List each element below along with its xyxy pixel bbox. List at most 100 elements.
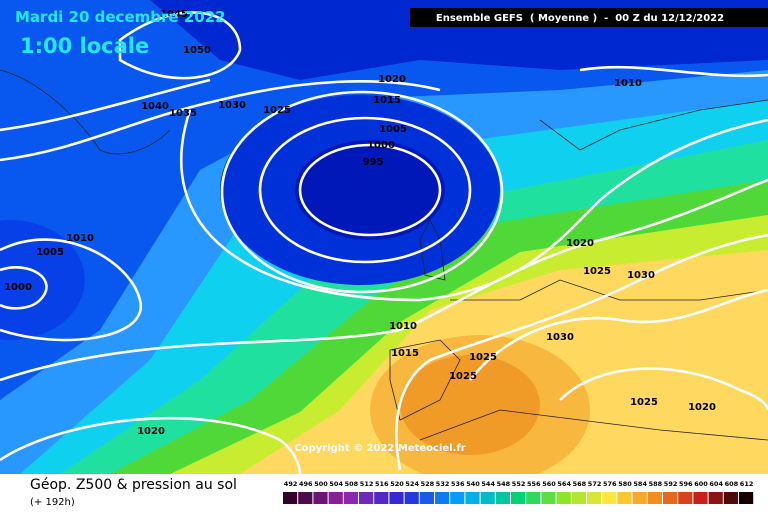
- scale-label: 604: [709, 480, 723, 488]
- scale-label: 564: [557, 480, 571, 488]
- isobar: [0, 416, 302, 475]
- scale-swatch: [693, 492, 708, 504]
- scale-swatch: [708, 492, 723, 504]
- isobar-label: 1040: [141, 101, 169, 112]
- header-box: [410, 8, 768, 27]
- isobar-label: 1050: [183, 45, 211, 56]
- scale-swatch: [419, 492, 434, 504]
- isobar-label: 1020: [688, 402, 716, 413]
- isobar: [0, 178, 768, 382]
- scale-swatch: [526, 492, 541, 504]
- scale-label: 580: [618, 480, 632, 488]
- scale-label: 612: [740, 480, 754, 488]
- isobar-label: 1020: [137, 426, 165, 437]
- scale-swatch: [647, 492, 662, 504]
- scale-swatch: [389, 492, 404, 504]
- isobar: [0, 266, 48, 310]
- scale-swatch: [511, 492, 526, 504]
- scale-swatch: [617, 492, 632, 504]
- copyright: Copyright © 2022 Meteociel.fr: [294, 443, 465, 454]
- scale-label: 520: [390, 480, 404, 488]
- isobars: [0, 11, 768, 475]
- band-orange: [400, 355, 540, 455]
- coast-africa: [419, 409, 768, 441]
- scale-label: 524: [405, 480, 419, 488]
- model-run: Ensemble GEFS ( Moyenne ) - 00 Z du 12/1…: [436, 13, 724, 24]
- scale-label: 608: [725, 480, 739, 488]
- scale-swatch: [298, 492, 313, 504]
- isobar-label: 1035: [169, 108, 197, 119]
- coast-britain: [419, 219, 446, 281]
- isobar: [0, 78, 211, 132]
- coast-iberia: [389, 339, 461, 421]
- scale-label: 532: [436, 480, 450, 488]
- scale-label: 568: [573, 480, 587, 488]
- isobar-label: 1025: [630, 397, 658, 408]
- scale-swatch: [495, 492, 510, 504]
- scale-swatch: [343, 492, 358, 504]
- isobar: [298, 143, 442, 237]
- scale-swatch: [450, 492, 465, 504]
- scale-swatch: [313, 492, 328, 504]
- isobar-label: 1005: [36, 247, 64, 258]
- scale-swatch: [663, 492, 678, 504]
- scale-swatch: [587, 492, 602, 504]
- scale-swatch: [480, 492, 495, 504]
- scale-swatch: [678, 492, 693, 504]
- scale-label: 512: [360, 480, 374, 488]
- scale-swatch: [571, 492, 586, 504]
- scale-label: 556: [527, 480, 541, 488]
- scale-label: 516: [375, 480, 389, 488]
- isobar-label: 1010: [389, 321, 417, 332]
- scale-label: 572: [588, 480, 602, 488]
- isobar-label: 1030: [546, 332, 574, 343]
- coast-greenland: [0, 69, 171, 155]
- isobar: [559, 367, 768, 411]
- local-time: 1:00 locale: [20, 34, 149, 58]
- scale-swatch: [556, 492, 571, 504]
- isobar-label: 1020: [378, 74, 406, 85]
- scale-label: 500: [314, 480, 328, 488]
- isobar-label: 1000: [367, 140, 395, 151]
- isobar-label: 1020: [566, 238, 594, 249]
- scale-swatch: [723, 492, 738, 504]
- scale-label: 560: [542, 480, 556, 488]
- west-low: [0, 220, 85, 340]
- scale-label: 504: [329, 480, 343, 488]
- scale-label: 600: [694, 480, 708, 488]
- isobar-label: 1025: [469, 352, 497, 363]
- scale-swatch: [739, 492, 754, 504]
- isobar-label: 1005: [379, 124, 407, 135]
- isobar-label: 1010: [614, 78, 642, 89]
- scale-label: 596: [679, 480, 693, 488]
- isobar: [0, 79, 441, 162]
- isobar-label: 1015: [373, 95, 401, 106]
- scale-label: 540: [466, 480, 480, 488]
- valid-date: Mardi 20 decembre 2022: [15, 8, 226, 26]
- scale-swatch: [465, 492, 480, 504]
- scale-label: 584: [633, 480, 647, 488]
- scale-swatch: [435, 492, 450, 504]
- isobar-label: 1030: [627, 270, 655, 281]
- scale-swatch: [283, 492, 298, 504]
- isobar-label: 1010: [66, 233, 94, 244]
- isobar: [118, 11, 242, 80]
- scale-label: 528: [421, 480, 435, 488]
- scale-swatch: [541, 492, 556, 504]
- scale-label: 544: [481, 480, 495, 488]
- scale-label: 496: [299, 480, 313, 488]
- scale-label: 548: [497, 480, 511, 488]
- coast-europe: [450, 279, 768, 301]
- coastlines: [0, 69, 768, 441]
- scale-label: 592: [664, 480, 678, 488]
- scale-swatch: [374, 492, 389, 504]
- isobar-label: 1025: [263, 105, 291, 116]
- isobar-label: 1015: [391, 348, 419, 359]
- isobar: [0, 238, 142, 342]
- scale-swatch: [359, 492, 374, 504]
- isobar: [258, 116, 472, 264]
- lead-time: (+ 192h): [30, 497, 75, 508]
- coast-scandinavia: [539, 99, 768, 151]
